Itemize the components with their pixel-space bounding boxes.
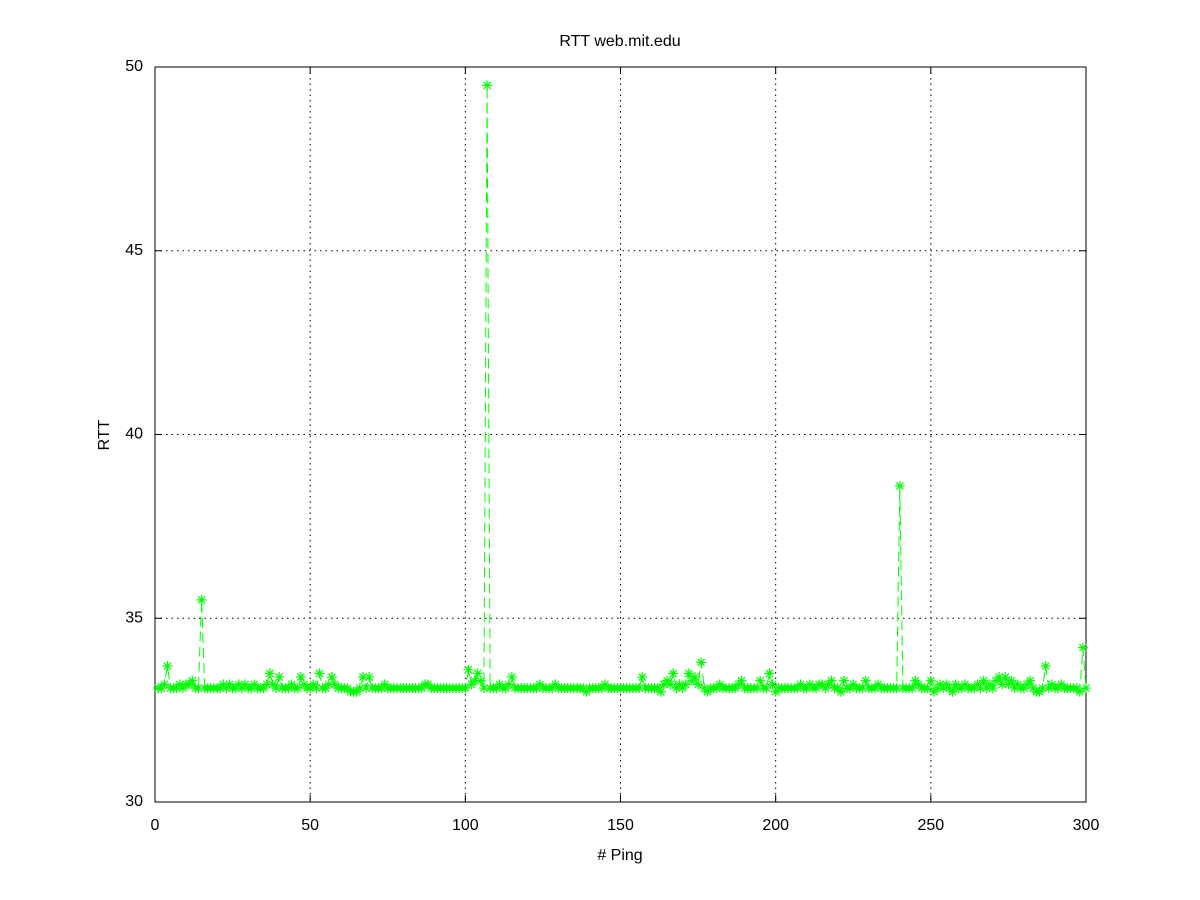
point-marker [463,664,474,675]
point-marker [764,668,775,679]
point-marker [1006,675,1017,686]
point-marker [736,675,747,686]
y-axis-label: RTT [96,419,113,450]
y-tick-label: 40 [125,426,143,443]
point-marker [987,683,998,694]
point-marker [891,683,902,694]
point-marker [761,683,772,694]
point-marker [835,686,846,697]
point-marker [680,679,691,690]
point-marker [357,672,368,683]
point-marker [665,679,676,690]
point-marker [187,675,198,686]
point-marker [696,657,707,668]
point-marker [994,672,1005,683]
plot-frame [154,66,1087,803]
point-marker [159,679,170,690]
point-marker [693,679,704,690]
y-tick-label: 50 [125,58,143,75]
point-marker [323,679,334,690]
point-marker [162,661,173,672]
point-marker [1000,672,1011,683]
point-marker [838,675,849,686]
point-marker [947,686,958,697]
point-marker [364,672,375,683]
point-marker [354,683,365,694]
y-tick-label: 35 [125,609,143,626]
point-marker [894,480,905,491]
point-marker [826,675,837,686]
point-marker [857,683,868,694]
x-tick-label: 100 [452,817,479,834]
point-marker [1077,642,1088,653]
point-marker [668,668,679,679]
x-tick-label: 50 [301,817,319,834]
x-tick-label: 0 [151,817,160,834]
x-tick-label: 150 [607,817,634,834]
point-marker [860,675,871,686]
point-marker [361,683,372,694]
point-marker [469,675,480,686]
point-marker [475,675,486,686]
point-marker [637,672,648,683]
point-marker [326,672,337,683]
point-marker [978,675,989,686]
point-marker [193,683,204,694]
point-marker [1040,661,1051,672]
point-marker [271,683,282,694]
point-marker [1081,683,1091,694]
point-marker [925,675,936,686]
point-marker [472,668,483,679]
point-marker [292,683,303,694]
chart-title: RTT web.mit.edu [559,33,680,50]
point-marker [478,683,489,694]
point-marker [311,683,322,694]
point-marker [767,679,778,690]
point-marker [1025,675,1036,686]
point-marker [196,594,207,605]
point-marker [506,672,517,683]
point-marker [295,672,306,683]
point-marker [922,683,933,694]
point-marker [655,686,666,697]
x-axis-label: # Ping [597,847,642,864]
point-marker [1037,683,1048,694]
point-marker [1074,686,1085,697]
point-marker [634,683,645,694]
point-marker [314,668,325,679]
point-marker [975,683,986,694]
point-marker [274,672,285,683]
point-marker [755,675,766,686]
point-marker [689,672,700,683]
point-marker [997,679,1008,690]
y-tick-label: 30 [125,793,143,810]
x-tick-label: 250 [917,817,944,834]
y-tick-label: 45 [125,242,143,259]
point-marker [460,683,471,694]
point-marker [683,668,694,679]
point-marker [261,679,272,690]
point-marker [752,683,763,694]
point-marker [503,679,514,690]
point-marker [482,80,493,91]
point-marker [907,683,918,694]
point-marker [264,668,275,679]
x-tick-label: 300 [1073,817,1100,834]
x-tick-label: 200 [762,817,789,834]
